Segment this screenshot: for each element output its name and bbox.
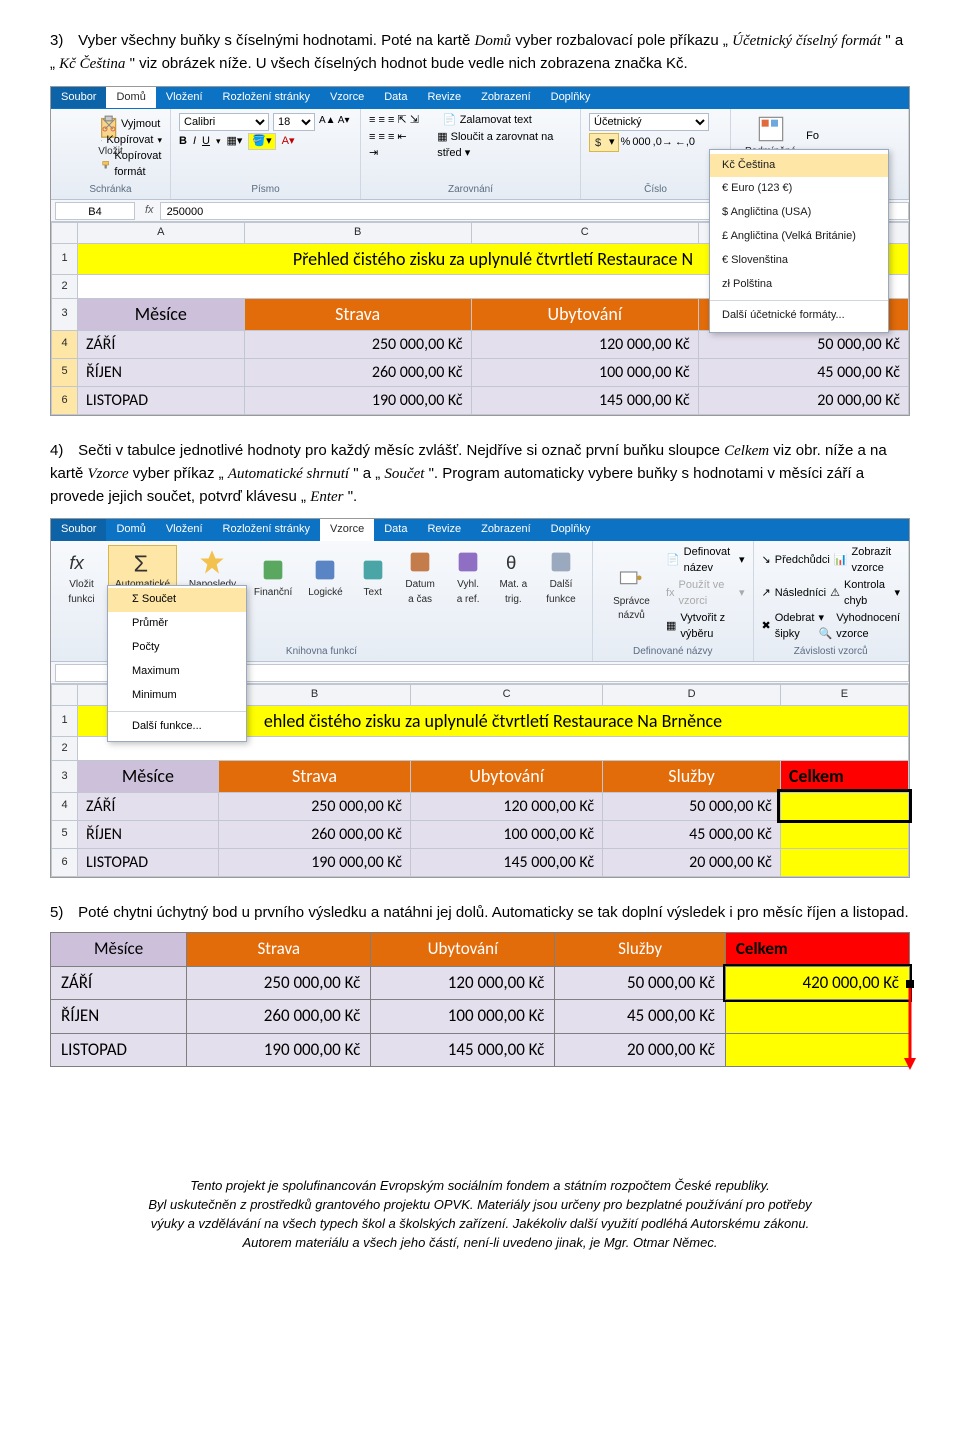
tab-addins[interactable]: Doplňky [541,87,601,109]
svg-text:Σ: Σ [133,551,147,577]
math-button[interactable]: θMat. a trig. [493,546,534,609]
autosum-avg[interactable]: Průměr [108,612,246,636]
tab-data[interactable]: Data [374,87,417,109]
merge-center-button[interactable]: ▦ Sloučit a zarovnat na střed ▾ [437,130,572,162]
autosum-dropdown[interactable]: Σ Součet Průměr Počty Maximum Minimum Da… [107,585,247,742]
book-icon [259,556,287,584]
currency-item-eur[interactable]: € Euro (123 €) [710,177,888,201]
svg-text:fx: fx [70,552,85,573]
step-5: 5) Poté chytni úchytný bod u prvního výs… [50,902,910,924]
lookup-button[interactable]: Vyhl. a ref. [447,546,488,609]
tab-layout[interactable]: Rozložení stránky [213,87,320,109]
tab-review[interactable]: Revize [417,87,471,109]
name-manager-button[interactable]: Správce názvů [601,563,662,626]
formula-bar-2[interactable] [160,664,909,682]
book-icon [547,548,575,576]
footer-credits: Tento projekt je spolufinancován Evropsk… [50,1177,910,1252]
autosum-more[interactable]: Další funkce... [108,715,246,739]
currency-item-more[interactable]: Další účetnické formáty... [710,304,888,328]
comma-style-button[interactable]: 000 [632,135,650,151]
use-in-formula-button[interactable]: fx Použít ve vzorci ▾ [666,578,745,610]
tab-insert[interactable]: Vložení [156,87,213,109]
cond-format-icon [757,115,785,143]
book-icon [406,548,434,576]
currency-item-usd[interactable]: $ Angličtina (USA) [710,201,888,225]
currency-item-pln[interactable]: zł Polština [710,273,888,297]
cut-button[interactable]: Vyjmout [101,117,162,133]
datetime-button[interactable]: Datum a čas [397,546,444,609]
wrap-text-button[interactable]: 📄 Zalamovat text [443,113,532,129]
italic-button[interactable]: I [193,134,196,150]
screenshot-formulas-ribbon: Soubor Domů Vložení Rozložení stránky Vz… [50,518,910,878]
trace-precedents-button[interactable]: ↘ Předchůdci 📊 Zobrazit vzorce [762,545,900,577]
number-format-select[interactable]: Účetnický [589,113,709,131]
autosum-sum[interactable]: Σ Součet [108,588,246,612]
financial-button[interactable]: Finanční [248,554,298,603]
copy-icon [101,133,102,149]
accounting-format-button[interactable]: $▾ [589,133,619,153]
brush-icon [101,157,110,173]
increase-decimal-button[interactable]: ,0→ [653,135,673,151]
fx-icon[interactable]: fx [139,203,160,219]
fill-color-button[interactable]: 🪣▾ [248,133,275,151]
book-icon [454,548,482,576]
tab-file[interactable]: Soubor [51,87,106,109]
tab-home[interactable]: Domů [106,87,155,109]
svg-text:θ: θ [506,552,516,573]
underline-button[interactable]: U [202,134,210,150]
sigma-icon: Σ [129,548,157,576]
fill-handle-arrow-icon [902,980,922,1070]
copy-button[interactable]: Kopírovat▾ [101,133,162,149]
tag-icon [617,565,645,593]
tab-formulas[interactable]: Vzorce [320,87,374,109]
scissors-icon [101,117,117,133]
name-box[interactable]: B4 [55,202,135,220]
tab-view[interactable]: Zobrazení [471,87,541,109]
theta-icon: θ [499,548,527,576]
fx-icon: fx [67,548,95,576]
insert-function-button[interactable]: fx Vložit funkci [59,546,104,609]
text-button[interactable]: Text [353,554,393,603]
decrease-decimal-button[interactable]: ←,0 [675,135,695,151]
step-3: 3) Vyber všechny buňky s číselnými hodno… [50,30,910,76]
trace-dependents-button[interactable]: ↗ Následníci ⚠ Kontrola chyb ▾ [762,578,900,610]
screenshot-home-ribbon: Soubor Domů Vložení Rozložení stránky Vz… [50,86,910,417]
font-color-button[interactable]: A▾ [282,134,295,150]
bold-button[interactable]: B [179,134,187,150]
more-functions-button[interactable]: Další funkce [538,546,584,609]
svg-text:$: $ [595,137,601,149]
currency-dropdown[interactable]: Kč Čeština € Euro (123 €) $ Angličtina (… [709,149,889,334]
currency-icon: $ [593,135,609,149]
autosum-max[interactable]: Maximum [108,660,246,684]
results-table: Měsíce Strava Ubytování Služby Celkem ZÁ… [50,932,910,1068]
autosum-count[interactable]: Počty [108,636,246,660]
step-4: 4) Sečti v tabulce jednotlivé hodnoty pr… [50,440,910,508]
currency-item-sk[interactable]: € Slovenština [710,249,888,273]
autosum-min[interactable]: Minimum [108,684,246,708]
currency-item-gbp[interactable]: £ Angličtina (Velká Británie) [710,225,888,249]
logical-button[interactable]: Logické [302,554,348,603]
font-size-select[interactable]: 18 [273,113,315,131]
star-icon [198,548,226,576]
book-icon [359,556,387,584]
remove-arrows-button[interactable]: ✖ Odebrat šipky ▾ 🔍 Vyhodnocení vzorce [762,611,900,643]
percent-button[interactable]: % [621,135,631,151]
define-name-button[interactable]: 📄 Definovat název ▾ [666,545,745,577]
font-name-select[interactable]: Calibri [179,113,269,131]
currency-item-czk[interactable]: Kč Čeština [710,154,888,178]
tab-file-2[interactable]: Soubor [51,519,106,541]
create-from-selection-button[interactable]: ▦ Vytvořit z výběru [666,611,745,643]
format-painter-button[interactable]: Kopírovat formát [101,149,162,181]
book-icon [311,556,339,584]
